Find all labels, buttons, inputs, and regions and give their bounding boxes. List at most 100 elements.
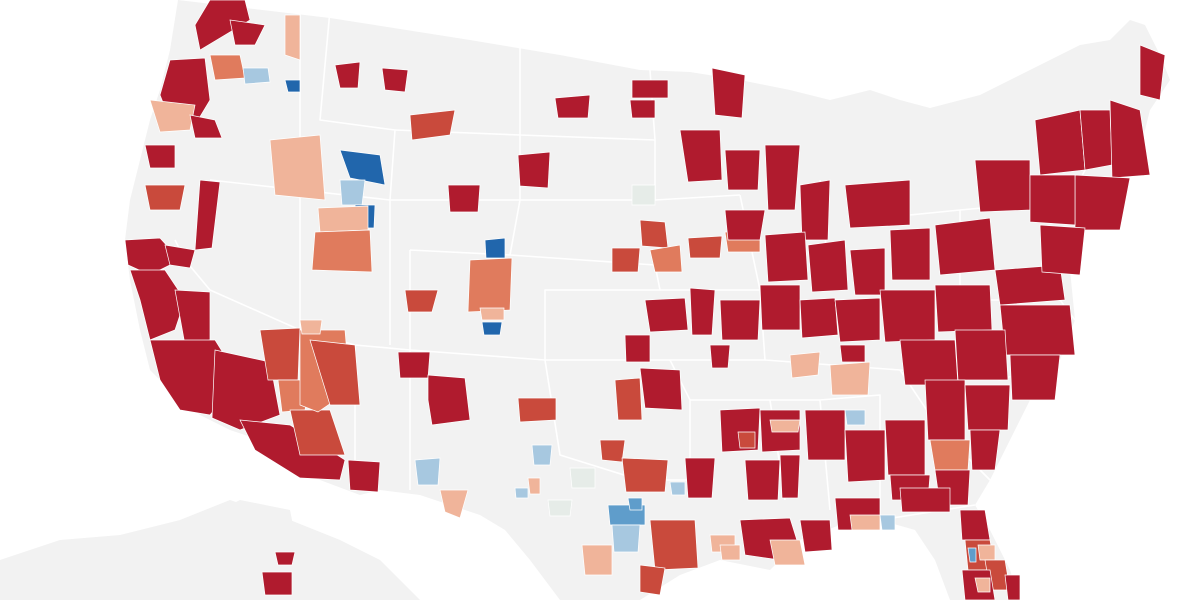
county-area-strong-red <box>779 454 801 499</box>
county-area-strong-red <box>799 297 839 339</box>
county-area-light-red <box>269 134 326 201</box>
county-area-strong-red <box>934 284 993 333</box>
county-area-red <box>614 377 643 421</box>
county-area-red <box>309 339 361 406</box>
county-area-light-red <box>479 307 505 321</box>
county-area-strong-red <box>1029 174 1076 226</box>
county-area-strong-red <box>194 179 221 251</box>
county-area-strong-red <box>934 217 996 276</box>
county-area-strong-red <box>844 179 911 229</box>
county-area-strong-red <box>799 179 831 241</box>
county-area-strong-red <box>629 99 656 119</box>
county-area-light-blue <box>414 457 441 486</box>
county-area-strong-red <box>554 94 591 119</box>
county-area-light-red <box>284 14 301 61</box>
county-area-light-blue <box>844 409 866 426</box>
county-area-light-blue <box>531 444 553 466</box>
county-area-medium-red <box>649 244 683 273</box>
county-area-strong-blue <box>339 149 386 186</box>
county-area-strong-blue <box>481 321 503 336</box>
county-area-strong-red <box>999 304 1076 356</box>
county-area-strong-red <box>644 297 689 333</box>
county-area-strong-blue <box>484 237 506 259</box>
county-area-medium-red <box>209 54 246 81</box>
county-area-strong-red <box>799 519 833 553</box>
county-area-light-red <box>439 489 469 519</box>
county-area-red <box>621 457 669 493</box>
county-area-strong-red <box>884 419 926 476</box>
county-area-light-blue <box>879 514 896 531</box>
county-area-strong-red <box>229 19 266 46</box>
county-area-light-red <box>719 544 741 561</box>
county-area-strong-red <box>274 551 296 566</box>
county-area-light-red <box>149 99 196 133</box>
county-area-strong-red <box>709 344 731 369</box>
county-area-strong-red <box>164 244 196 269</box>
county-area-strong-red <box>261 571 293 596</box>
county-area-strong-red <box>954 329 1009 381</box>
county-area-strong-red <box>381 67 409 93</box>
county-area-strong-red <box>924 379 966 441</box>
county-area-neutral <box>547 499 573 517</box>
county-area-red <box>687 235 723 259</box>
county-area-red <box>404 289 439 313</box>
county-area-light-red <box>581 544 613 576</box>
county-area-light-red <box>299 319 323 335</box>
county-area-strong-red <box>969 429 1001 471</box>
county-area-strong-red <box>804 409 846 461</box>
state-border <box>174 0 301 331</box>
county-area-light-blue <box>669 481 686 496</box>
county-area-light-red <box>789 351 821 379</box>
county-area-red <box>639 564 666 596</box>
county-area-light-blue <box>611 524 641 553</box>
county-area-strong-red <box>807 239 849 293</box>
county-area-strong-red <box>994 264 1066 306</box>
county-area-strong-red <box>711 67 746 119</box>
county-area-light-red <box>977 544 996 561</box>
county-area-strong-red <box>839 344 866 363</box>
county-area-strong-red <box>759 284 801 331</box>
county-area-strong-red <box>974 159 1031 213</box>
county-area-strong-red <box>1139 44 1166 101</box>
county-area-light-red <box>527 477 541 495</box>
county-area-strong-red <box>624 334 651 363</box>
county-area-strong-red <box>834 297 881 343</box>
county-area-strong-red <box>689 287 716 336</box>
county-area-light-red <box>974 577 991 593</box>
county-area-strong-red <box>194 0 251 51</box>
county-area-strong-red <box>879 289 936 343</box>
county-area-neutral <box>569 467 596 489</box>
county-area-strong-red <box>889 227 931 281</box>
county-area-strong-red <box>447 184 481 213</box>
county-area-strong-red <box>899 487 951 513</box>
county-area-strong-red <box>144 144 176 169</box>
county-area-strong-red <box>1109 99 1151 179</box>
county-area-strong-red <box>129 269 186 341</box>
county-area-medium-blue <box>967 547 977 563</box>
county-area-strong-red <box>724 209 766 241</box>
county-area-strong-red <box>844 429 886 483</box>
county-area-strong-red <box>679 129 723 183</box>
county-area-medium-red <box>311 229 373 273</box>
county-area-strong-red <box>899 339 959 386</box>
county-area-red <box>649 519 699 571</box>
county-area-red <box>737 431 756 449</box>
county-area-strong-red <box>684 457 716 499</box>
county-area-strong-red <box>959 509 991 541</box>
county-area-red <box>144 184 186 211</box>
county-area-strong-red <box>334 61 361 89</box>
county-layer <box>124 0 1166 600</box>
county-area-strong-red <box>744 459 781 501</box>
county-area-strong-red <box>764 144 801 211</box>
county-area-strong-red <box>1039 224 1086 276</box>
county-area-strong-blue <box>284 79 301 93</box>
county-area-light-red <box>829 361 871 396</box>
county-area-strong-red <box>639 367 683 411</box>
county-area-strong-red <box>1079 109 1113 171</box>
county-area-strong-red <box>347 459 381 493</box>
county-area-strong-red <box>631 79 669 99</box>
county-area-light-red <box>769 539 806 566</box>
county-area-strong-red <box>964 384 1011 431</box>
county-area-neutral <box>631 184 656 206</box>
